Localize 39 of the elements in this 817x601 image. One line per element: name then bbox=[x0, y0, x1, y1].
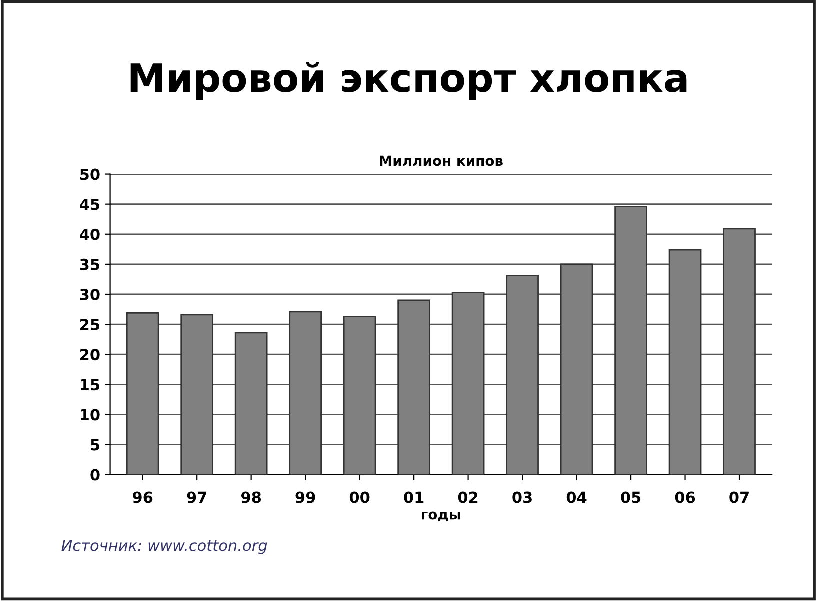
x-tick-label: 98 bbox=[241, 492, 262, 504]
x-tick-label: 07 bbox=[730, 492, 749, 504]
x-tick-label: 00 bbox=[350, 492, 370, 504]
bar bbox=[723, 228, 756, 475]
y-tick-label: 25 bbox=[80, 319, 100, 331]
bar bbox=[343, 316, 376, 475]
bar bbox=[234, 332, 268, 475]
bar bbox=[126, 312, 160, 475]
bar bbox=[289, 311, 322, 475]
bar bbox=[506, 275, 539, 475]
bar bbox=[452, 292, 485, 475]
x-tick-label: 99 bbox=[296, 492, 316, 504]
bar bbox=[398, 300, 430, 475]
y-tick-label: 30 bbox=[80, 288, 100, 301]
y-tick-label: 50 bbox=[80, 168, 100, 180]
y-tick-label: 0 bbox=[90, 469, 100, 481]
x-tick-label: 03 bbox=[512, 492, 532, 504]
y-tick-label: 15 bbox=[81, 379, 100, 391]
x-tick-label: 02 bbox=[458, 492, 478, 504]
bar bbox=[614, 206, 648, 475]
y-tick-label: 35 bbox=[80, 258, 100, 270]
text: Источник: www.cotton.org bbox=[62, 540, 268, 554]
x-axis-title: годы bbox=[422, 512, 460, 522]
chart-subtitle: Миллион кипов bbox=[380, 156, 503, 166]
bar bbox=[180, 314, 214, 475]
y-tick-label: 45 bbox=[80, 199, 100, 210]
y-tick-label: 5 bbox=[91, 439, 100, 451]
x-tick-label: 97 bbox=[187, 492, 206, 504]
x-tick-label: 01 bbox=[404, 492, 424, 504]
y-tick-label: 10 bbox=[81, 409, 100, 421]
chart-title: Мировой экспорт хлопка bbox=[130, 62, 687, 100]
x-tick-label: 96 bbox=[133, 492, 153, 504]
bar bbox=[560, 264, 594, 475]
x-tick-label: 05 bbox=[621, 492, 641, 504]
x-tick-label: 04 bbox=[566, 492, 587, 504]
x-tick-label: 06 bbox=[675, 492, 696, 504]
y-tick-label: 40 bbox=[80, 228, 100, 240]
bar bbox=[668, 249, 702, 475]
y-tick-label: 20 bbox=[80, 349, 100, 361]
